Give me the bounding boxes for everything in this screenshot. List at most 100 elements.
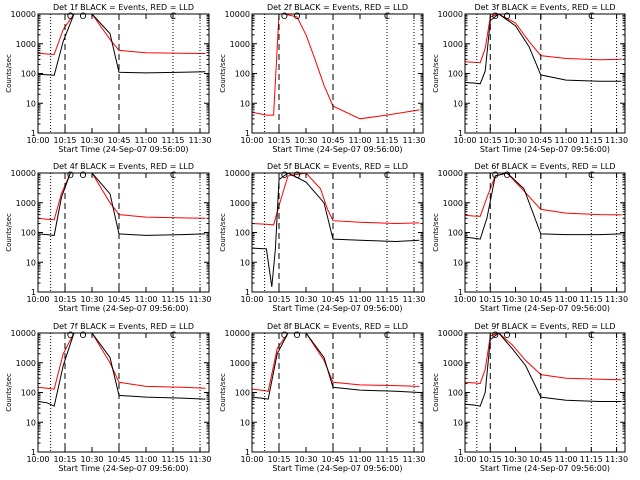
- panel-6-title: Det 6f BLACK = Events, RED = LLD: [474, 162, 615, 171]
- panel-2-y-tick-label: 10000: [225, 10, 250, 19]
- panel-5-y-tick-label: 10000: [225, 169, 250, 178]
- panel-1-y-tick-label: 10000: [11, 10, 36, 19]
- panel-4-y-tick-label: 100: [21, 229, 36, 238]
- panel-8-x-tick-label: 10:15: [267, 455, 290, 464]
- panel-1-y-tick-label: 1000: [16, 40, 36, 49]
- panel-8-annotation-mark: C: [384, 331, 390, 341]
- panel-3-y-tick-label: 100: [448, 70, 463, 79]
- panel-8-y-tick-label: 100: [235, 389, 250, 398]
- panel-8-y-tick-label: 10: [240, 418, 250, 427]
- panel-5-x-axis-label: Start Time (24-Sep-07 09:56:00): [272, 304, 402, 313]
- panel-9-y-tick-label: 1: [458, 448, 463, 457]
- panel-3-x-tick-label: 11:00: [555, 136, 578, 145]
- panel-9-lld-line: [464, 332, 622, 385]
- panel-2-y-tick-label: 100: [235, 70, 250, 79]
- panel-7-x-axis-label: Start Time (24-Sep-07 09:56:00): [58, 464, 188, 473]
- panel-9-y-axis-label: Counts/sec: [432, 373, 440, 412]
- panel-3-annotation-mark: O: [492, 12, 499, 22]
- panel-3-x-tick-label: 11:15: [580, 136, 603, 145]
- panel-4-annotation-mark: O: [79, 171, 86, 181]
- panel-2-x-tick-label: 10:00: [240, 136, 263, 145]
- panel-3-x-axis-label: Start Time (24-Sep-07 09:56:00): [480, 145, 610, 154]
- panel-7-x-tick-label: 10:45: [107, 455, 130, 464]
- panel-4-title: Det 4f BLACK = Events, RED = LLD: [53, 162, 194, 171]
- panel-6-y-tick-label: 1: [458, 288, 463, 297]
- panel-2-x-tick-label: 10:30: [294, 136, 317, 145]
- panel-8-y-tick-label: 1000: [230, 359, 250, 368]
- panel-4-y-tick-label: 10000: [11, 169, 36, 178]
- panel-5-x-tick-label: 10:30: [294, 295, 317, 304]
- panel-1-x-tick-label: 10:15: [53, 136, 76, 145]
- panel-2-x-tick-label: 10:15: [267, 136, 290, 145]
- panel-7-y-tick-label: 100: [21, 389, 36, 398]
- panel-2-annotation-mark: O: [293, 12, 300, 22]
- panel-9-y-tick-label: 10: [453, 418, 463, 427]
- panel-5-x-tick-label: 11:30: [402, 295, 425, 304]
- panel-8-x-tick-label: 10:00: [240, 455, 263, 464]
- panel-3-y-tick-label: 10000: [438, 10, 463, 19]
- panel-2-lld-line: [251, 13, 420, 120]
- panel-1-annotation-mark: C: [170, 12, 176, 22]
- panel-8-x-tick-label: 11:00: [348, 455, 371, 464]
- panel-3-y-tick-label: 1000: [443, 40, 463, 49]
- panel-6-x-tick-label: 11:15: [580, 295, 603, 304]
- panel-9-x-tick-label: 11:00: [555, 455, 578, 464]
- panel-8-title: Det 8f BLACK = Events, RED = LLD: [267, 322, 408, 331]
- panel-9-x-tick-label: 11:15: [580, 455, 603, 464]
- panel-4-x-tick-label: 11:00: [134, 295, 157, 304]
- panel-5-annotation-mark: O: [293, 171, 300, 181]
- panel-8-x-tick-label: 10:30: [294, 455, 317, 464]
- panel-4-y-tick-label: 1: [31, 288, 36, 297]
- panel-5-y-tick-label: 1: [245, 288, 250, 297]
- panel-4-annotation-mark: O: [67, 171, 74, 181]
- panel-2-y-tick-label: 1: [245, 129, 250, 138]
- panel-8-x-tick-label: 10:45: [321, 455, 344, 464]
- panel-7-x-tick-label: 10:00: [26, 455, 49, 464]
- panel-4-x-tick-label: 11:15: [161, 295, 184, 304]
- panel-5-x-tick-label: 10:45: [321, 295, 344, 304]
- panel-9-x-tick-label: 11:30: [605, 455, 628, 464]
- panel-7-x-tick-label: 11:00: [134, 455, 157, 464]
- panel-5-events-line: [251, 172, 420, 287]
- panel-2-x-tick-label: 11:00: [348, 136, 371, 145]
- panel-1-x-axis-label: Start Time (24-Sep-07 09:56:00): [58, 145, 188, 154]
- panel-1-title: Det 1f BLACK = Events, RED = LLD: [53, 3, 194, 12]
- panel-9-y-tick-label: 1000: [443, 359, 463, 368]
- panel-3-x-tick-label: 10:15: [479, 136, 502, 145]
- panel-2-x-tick-label: 11:30: [402, 136, 425, 145]
- panel-7-annotation-mark: C: [170, 331, 176, 341]
- panel-9-x-tick-label: 10:15: [479, 455, 502, 464]
- panel-7-y-tick-label: 1000: [16, 359, 36, 368]
- panel-8-y-axis-label: Counts/sec: [219, 373, 227, 412]
- panel-8-y-tick-label: 1: [245, 448, 250, 457]
- panel-1-annotation-mark: O: [79, 12, 86, 22]
- panel-5-y-tick-label: 10: [240, 258, 250, 267]
- panel-5-x-tick-label: 11:15: [375, 295, 398, 304]
- panel-6-x-tick-label: 10:30: [504, 295, 527, 304]
- panel-8-x-axis-label: Start Time (24-Sep-07 09:56:00): [272, 464, 402, 473]
- panel-5-y-tick-label: 100: [235, 229, 250, 238]
- panel-6-y-tick-label: 10000: [438, 169, 463, 178]
- panel-2-x-tick-label: 11:15: [375, 136, 398, 145]
- panel-4-y-tick-label: 10: [26, 258, 36, 267]
- panel-9-x-tick-label: 10:45: [529, 455, 552, 464]
- panel-7-x-tick-label: 11:30: [188, 455, 211, 464]
- panel-7-x-tick-label: 10:30: [80, 455, 103, 464]
- panel-9-events-line: [464, 332, 622, 407]
- panel-3-x-tick-label: 10:45: [529, 136, 552, 145]
- panel-3-events-line: [464, 13, 622, 85]
- panel-3-x-tick-label: 11:30: [605, 136, 628, 145]
- panel-4-x-tick-label: 10:15: [53, 295, 76, 304]
- panel-6-annotation-mark: O: [504, 171, 511, 181]
- panel-5-x-tick-label: 11:00: [348, 295, 371, 304]
- panel-6-y-tick-label: 10: [453, 258, 463, 267]
- panel-3-annotation-mark: C: [588, 12, 594, 22]
- panel-3-y-tick-label: 10: [453, 99, 463, 108]
- panel-2-y-tick-label: 10: [240, 99, 250, 108]
- panel-3-y-axis-label: Counts/sec: [432, 54, 440, 93]
- panel-9-title: Det 9f BLACK = Events, RED = LLD: [474, 322, 615, 331]
- panel-4-x-tick-label: 11:30: [188, 295, 211, 304]
- panel-9-annotation-mark: C: [588, 331, 594, 341]
- panel-6-x-tick-label: 10:45: [529, 295, 552, 304]
